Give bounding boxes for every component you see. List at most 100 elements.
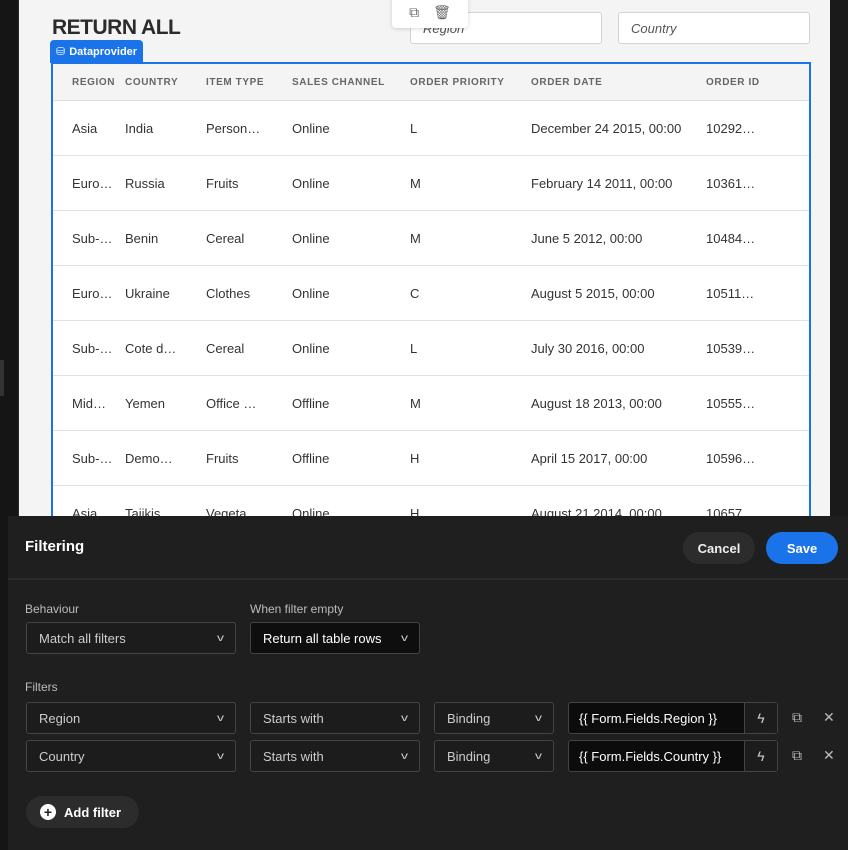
behaviour-select[interactable]: Match all filters v <box>26 622 236 654</box>
chevron-down-icon: v <box>217 712 224 724</box>
table-cell: Offline <box>292 450 330 466</box>
table-row[interactable]: Sub-… Demo… Fruits Offline H April 15 2017, 0… <box>53 431 809 486</box>
table-cell: 10596… <box>706 450 756 466</box>
empty-value: Return all table rows <box>263 630 382 646</box>
filter-type-select[interactable]: Binding v <box>434 740 554 772</box>
panel-title: Filtering <box>25 538 85 555</box>
trash-icon[interactable]: 🗑 <box>433 3 451 20</box>
close-icon[interactable]: ✕ <box>823 747 835 763</box>
table-cell: August 21 2014, 00:00 <box>531 505 662 517</box>
table-cell: August 5 2015, 00:00 <box>531 285 655 301</box>
filter-operator-select[interactable]: Starts with v <box>250 702 420 734</box>
filter-field-select[interactable]: Country v <box>26 740 236 772</box>
add-filter-button[interactable]: + Add filter <box>26 796 139 828</box>
column-header[interactable]: ORDER DATE <box>531 76 603 88</box>
table-cell: April 15 2017, 00:00 <box>531 450 648 466</box>
data-table: REGION COUNTRY ITEM TYPE SALES CHANNEL ORDER… <box>51 62 811 516</box>
lightning-icon[interactable]: ϟ <box>745 703 777 733</box>
table-cell: Benin <box>125 230 159 246</box>
table-header: REGION COUNTRY ITEM TYPE SALES CHANNEL ORDER… <box>53 64 809 101</box>
table-cell: India <box>125 120 154 136</box>
table-cell: 10292… <box>706 120 756 136</box>
table-cell: December 24 2015, 00:00 <box>531 120 682 136</box>
column-header[interactable]: ITEM TYPE <box>206 76 265 88</box>
lightning-icon[interactable]: ϟ <box>745 741 777 771</box>
table-cell: Cereal <box>206 230 245 246</box>
form-canvas: RETURN ALL Region Country ⧉ 🗑 ⛁ Dataprov… <box>19 0 830 516</box>
filter-field-select[interactable]: Region v <box>26 702 236 734</box>
column-header[interactable]: REGION <box>72 76 116 88</box>
table-cell: 10484… <box>706 230 756 246</box>
country-input[interactable]: Country <box>618 12 810 44</box>
table-cell: Demo… <box>125 450 173 466</box>
table-cell: Vegeta… <box>206 505 260 517</box>
duplicate-icon[interactable]: ⧉ <box>409 3 420 20</box>
component-toolbar: ⧉ 🗑 <box>392 0 468 28</box>
filter-value-text[interactable]: {{ Form.Fields.Region }} <box>569 703 745 733</box>
table-cell: Mid… <box>72 395 106 411</box>
table-cell: M <box>410 230 421 246</box>
table-row[interactable]: Asia Tajikis… Vegeta… Online H August 21 2014… <box>53 486 809 517</box>
table-cell: 10657… <box>706 505 756 517</box>
duplicate-icon[interactable]: ⧉ <box>792 709 802 725</box>
table-row[interactable]: Euro… Russia Fruits Online M February 14 2011… <box>53 156 809 211</box>
column-header[interactable]: SALES CHANNEL <box>292 76 385 88</box>
filter-type-value: Binding <box>447 748 491 764</box>
sidebar-marker <box>0 360 4 396</box>
table-cell: Euro… <box>72 175 113 191</box>
chevron-down-icon: v <box>535 750 542 762</box>
table-cell: Online <box>292 120 330 136</box>
table-cell: H <box>410 450 420 466</box>
table-cell: August 18 2013, 00:00 <box>531 395 662 411</box>
table-cell: L <box>410 120 418 136</box>
filter-type-select[interactable]: Binding v <box>434 702 554 734</box>
cancel-button[interactable]: Cancel <box>683 532 755 564</box>
table-row[interactable]: Sub-… Cote d… Cereal Online L July 30 2016, 0… <box>53 321 809 376</box>
chevron-down-icon: v <box>217 750 224 762</box>
table-cell: Clothes <box>206 285 251 301</box>
close-icon[interactable]: ✕ <box>823 709 835 725</box>
table-row[interactable]: Sub-… Benin Cereal Online M June 5 2012, 00:0… <box>53 211 809 266</box>
duplicate-icon[interactable]: ⧉ <box>792 747 802 763</box>
filter-type-value: Binding <box>447 710 491 726</box>
add-filter-label: Add filter <box>64 804 122 820</box>
column-header[interactable]: ORDER PRIORITY <box>410 76 505 88</box>
table-cell: M <box>410 175 421 191</box>
filter-value-input[interactable]: {{ Form.Fields.Country }} ϟ <box>568 740 778 772</box>
filter-value-text[interactable]: {{ Form.Fields.Country }} <box>569 741 745 771</box>
table-cell: Russia <box>125 175 165 191</box>
table-cell: Online <box>292 340 330 356</box>
table-cell: Fruits <box>206 450 239 466</box>
filter-value-input[interactable]: {{ Form.Fields.Region }} ϟ <box>568 702 778 734</box>
save-button[interactable]: Save <box>766 532 838 564</box>
table-cell: Sub-… <box>72 230 113 246</box>
table-cell: Online <box>292 285 330 301</box>
filter-operator-select[interactable]: Starts with v <box>250 740 420 772</box>
table-cell: Cereal <box>206 340 245 356</box>
table-cell: Online <box>292 175 330 191</box>
divider <box>8 578 848 580</box>
table-cell: Asia <box>72 120 98 136</box>
table-cell: February 14 2011, 00:00 <box>531 175 673 191</box>
table-cell: Offline <box>292 395 330 411</box>
table-row[interactable]: Asia India Person… Online L December 24 2015,… <box>53 101 809 156</box>
column-header[interactable]: COUNTRY <box>125 76 179 88</box>
filters-label: Filters <box>25 680 58 694</box>
table-cell: Asia <box>72 505 98 517</box>
filtering-panel: Filtering Cancel Save Behaviour Match al… <box>8 516 848 850</box>
filter-operator-value: Starts with <box>263 748 324 764</box>
chevron-down-icon: v <box>401 750 408 762</box>
column-header[interactable]: ORDER ID <box>706 76 760 88</box>
filter-operator-value: Starts with <box>263 710 324 726</box>
plus-circle-icon: + <box>40 804 56 820</box>
table-row[interactable]: Euro… Ukraine Clothes Online C August 5 2015,… <box>53 266 809 321</box>
table-cell: Online <box>292 505 330 517</box>
dataprovider-badge[interactable]: ⛁ Dataprovider <box>50 40 144 63</box>
table-cell: 10361… <box>706 175 756 191</box>
dataprovider-label: Dataprovider <box>69 45 138 58</box>
table-cell: Yemen <box>125 395 165 411</box>
table-row[interactable]: Mid… Yemen Office … Offline M August 18 2013,… <box>53 376 809 431</box>
table-cell: Online <box>292 230 330 246</box>
empty-behaviour-select[interactable]: Return all table rows v <box>250 622 420 654</box>
chevron-down-icon: v <box>217 632 224 644</box>
